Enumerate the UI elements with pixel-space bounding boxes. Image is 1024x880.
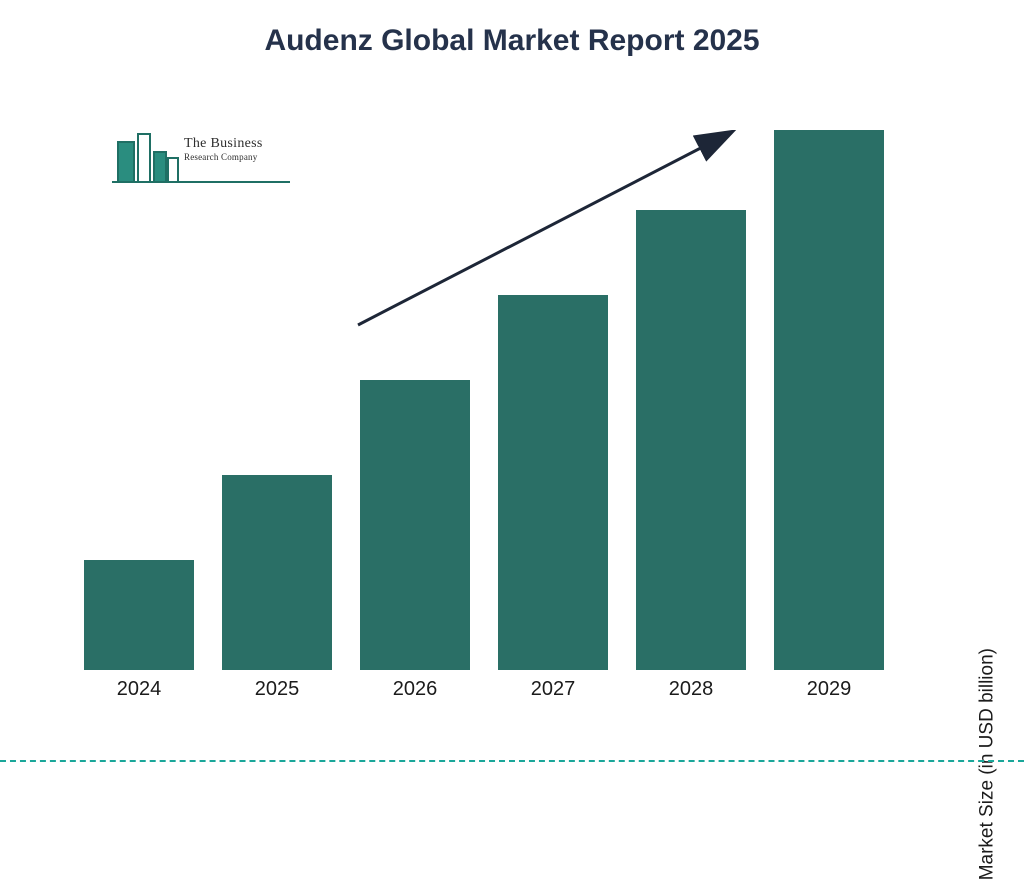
- x-tick-label: 2024: [84, 678, 194, 701]
- x-tick-label: 2026: [360, 678, 470, 701]
- chart-area: [80, 130, 910, 670]
- x-axis-labels: 2024 2025 2026 2027 2028 2029: [80, 678, 910, 708]
- x-tick-label: 2027: [498, 678, 608, 701]
- x-tick-label: 2029: [774, 678, 884, 701]
- trend-arrow-icon: [80, 130, 910, 670]
- y-axis-label: Market Size (in USD billion): [976, 648, 998, 880]
- x-tick-label: 2028: [636, 678, 746, 701]
- bottom-divider: [0, 760, 1024, 762]
- chart-container: Audenz Global Market Report 2025 The Bus…: [0, 0, 1024, 768]
- x-tick-label: 2025: [222, 678, 332, 701]
- page-title: Audenz Global Market Report 2025: [0, 24, 1024, 58]
